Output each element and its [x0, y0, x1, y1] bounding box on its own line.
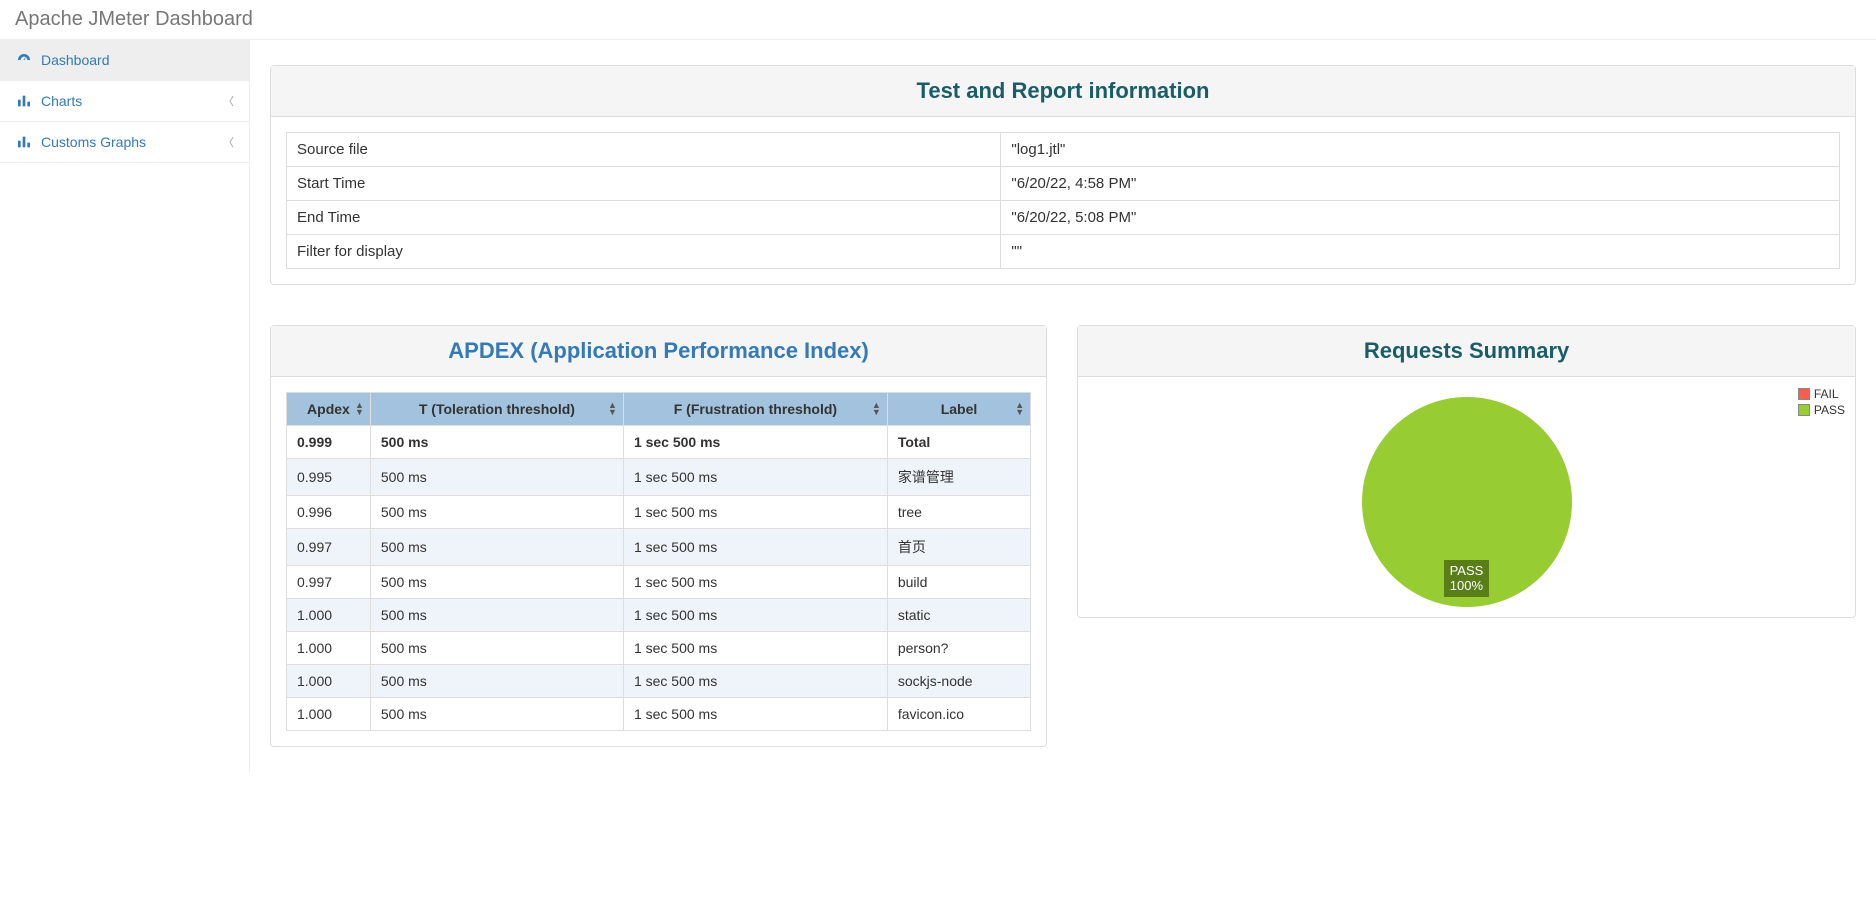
- apdex-col-header[interactable]: F (Frustration threshold) ▲▼: [623, 393, 887, 426]
- apdex-cell: 500 ms: [370, 632, 623, 665]
- sidebar-item-customs-graphs[interactable]: Customs Graphs 〈: [0, 122, 249, 163]
- info-value: "6/20/22, 4:58 PM": [1001, 167, 1840, 201]
- apdex-cell: 1.000: [287, 632, 371, 665]
- legend-swatch: [1798, 388, 1810, 400]
- apdex-row: 0.996500 ms1 sec 500 mstree: [287, 496, 1031, 529]
- apdex-col-header[interactable]: Apdex ▲▼: [287, 393, 371, 426]
- info-value: "6/20/22, 5:08 PM": [1001, 201, 1840, 235]
- apdex-cell: 1.000: [287, 665, 371, 698]
- apdex-cell: 500 ms: [370, 496, 623, 529]
- apdex-cell: 1 sec 500 ms: [623, 459, 887, 496]
- dashboard-icon: [15, 52, 33, 68]
- apdex-cell: tree: [887, 496, 1030, 529]
- info-value: "log1.jtl": [1001, 133, 1840, 167]
- apdex-col-header[interactable]: T (Toleration threshold) ▲▼: [370, 393, 623, 426]
- bar-chart-icon: [15, 134, 33, 150]
- info-row: Source file"log1.jtl": [287, 133, 1840, 167]
- apdex-cell: 1 sec 500 ms: [623, 426, 887, 459]
- col-label: F (Frustration threshold): [674, 401, 837, 417]
- apdex-title: APDEX (Application Performance Index): [271, 326, 1046, 377]
- apdex-cell: 0.995: [287, 459, 371, 496]
- sidebar: Dashboard Charts 〈 Customs Graphs 〈: [0, 40, 250, 772]
- apdex-cell: 1 sec 500 ms: [623, 496, 887, 529]
- apdex-cell: 0.999: [287, 426, 371, 459]
- requests-summary-panel: Requests Summary FAIL PASS PASS100%: [1077, 325, 1856, 618]
- apdex-panel: APDEX (Application Performance Index) Ap…: [270, 325, 1047, 747]
- apdex-row: 1.000500 ms1 sec 500 msperson?: [287, 632, 1031, 665]
- apdex-col-header[interactable]: Label ▲▼: [887, 393, 1030, 426]
- apdex-cell: 0.997: [287, 529, 371, 566]
- sidebar-item-dashboard[interactable]: Dashboard: [0, 40, 249, 81]
- apdex-cell: 500 ms: [370, 698, 623, 731]
- sidebar-item-label: Charts: [41, 93, 82, 109]
- legend-label: FAIL: [1814, 387, 1839, 401]
- sidebar-item-label: Dashboard: [41, 52, 110, 68]
- main-content: Test and Report information Source file"…: [250, 40, 1876, 772]
- apdex-cell: person?: [887, 632, 1030, 665]
- info-row: Filter for display"": [287, 235, 1840, 269]
- apdex-table: Apdex▲▼T (Toleration threshold)▲▼F (Frus…: [286, 392, 1031, 731]
- apdex-row: 0.999500 ms1 sec 500 msTotal: [287, 426, 1031, 459]
- sidebar-item-label: Customs Graphs: [41, 134, 146, 150]
- report-info-title: Test and Report information: [271, 66, 1855, 117]
- col-label: Apdex: [307, 401, 350, 417]
- apdex-cell: 1.000: [287, 599, 371, 632]
- report-info-table: Source file"log1.jtl"Start Time"6/20/22,…: [286, 132, 1840, 269]
- pie-legend: FAIL PASS: [1798, 387, 1845, 419]
- info-key: Start Time: [287, 167, 1001, 201]
- apdex-cell: 1.000: [287, 698, 371, 731]
- sort-icon: ▲▼: [1015, 402, 1024, 416]
- apdex-cell: Total: [887, 426, 1030, 459]
- apdex-cell: 首页: [887, 529, 1030, 566]
- apdex-cell: 500 ms: [370, 599, 623, 632]
- pie-center-label: PASS100%: [1444, 560, 1490, 597]
- apdex-cell: 1 sec 500 ms: [623, 665, 887, 698]
- apdex-cell: sockjs-node: [887, 665, 1030, 698]
- apdex-cell: static: [887, 599, 1030, 632]
- chevron-left-icon: 〈: [223, 134, 234, 150]
- apdex-cell: 500 ms: [370, 426, 623, 459]
- apdex-cell: 1 sec 500 ms: [623, 529, 887, 566]
- bar-chart-icon: [15, 93, 33, 109]
- apdex-row: 0.995500 ms1 sec 500 ms家谱管理: [287, 459, 1031, 496]
- col-label: T (Toleration threshold): [419, 401, 575, 417]
- col-label: Label: [941, 401, 978, 417]
- report-info-panel: Test and Report information Source file"…: [270, 65, 1856, 285]
- apdex-cell: build: [887, 566, 1030, 599]
- sort-icon: ▲▼: [608, 402, 617, 416]
- info-row: End Time"6/20/22, 5:08 PM": [287, 201, 1840, 235]
- info-key: Filter for display: [287, 235, 1001, 269]
- apdex-row: 1.000500 ms1 sec 500 msstatic: [287, 599, 1031, 632]
- legend-item: FAIL: [1798, 387, 1845, 401]
- apdex-row: 1.000500 ms1 sec 500 mssockjs-node: [287, 665, 1031, 698]
- apdex-row: 0.997500 ms1 sec 500 ms首页: [287, 529, 1031, 566]
- apdex-cell: 1 sec 500 ms: [623, 566, 887, 599]
- sidebar-item-charts[interactable]: Charts 〈: [0, 81, 249, 122]
- apdex-cell: 家谱管理: [887, 459, 1030, 496]
- apdex-cell: 0.996: [287, 496, 371, 529]
- apdex-cell: 500 ms: [370, 566, 623, 599]
- info-value: "": [1001, 235, 1840, 269]
- info-key: Source file: [287, 133, 1001, 167]
- apdex-cell: 500 ms: [370, 665, 623, 698]
- apdex-row: 1.000500 ms1 sec 500 msfavicon.ico: [287, 698, 1031, 731]
- apdex-cell: 500 ms: [370, 459, 623, 496]
- info-key: End Time: [287, 201, 1001, 235]
- legend-swatch: [1798, 404, 1810, 416]
- apdex-cell: 1 sec 500 ms: [623, 698, 887, 731]
- apdex-cell: 500 ms: [370, 529, 623, 566]
- apdex-cell: 1 sec 500 ms: [623, 632, 887, 665]
- apdex-row: 0.997500 ms1 sec 500 msbuild: [287, 566, 1031, 599]
- sort-icon: ▲▼: [872, 402, 881, 416]
- info-row: Start Time"6/20/22, 4:58 PM": [287, 167, 1840, 201]
- chevron-left-icon: 〈: [223, 93, 234, 109]
- apdex-cell: 1 sec 500 ms: [623, 599, 887, 632]
- legend-label: PASS: [1814, 403, 1845, 417]
- apdex-cell: favicon.ico: [887, 698, 1030, 731]
- sort-icon: ▲▼: [355, 402, 364, 416]
- apdex-cell: 0.997: [287, 566, 371, 599]
- page-title: Apache JMeter Dashboard: [0, 0, 1876, 40]
- requests-summary-title: Requests Summary: [1078, 326, 1855, 377]
- legend-item: PASS: [1798, 403, 1845, 417]
